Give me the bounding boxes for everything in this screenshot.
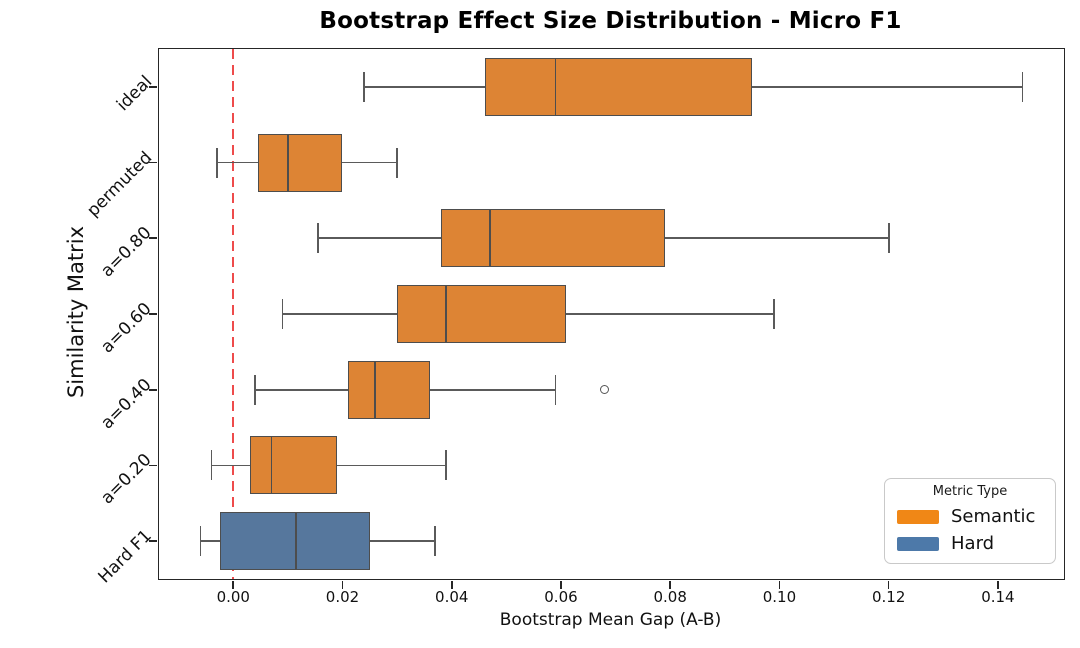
box-semantic: [257, 133, 343, 192]
box-semantic: [397, 285, 567, 343]
x-tick-mark: [560, 580, 562, 589]
whisker-cap-high: [773, 299, 775, 329]
y-tick-mark: [149, 464, 158, 467]
y-tick-label: a=0.60: [97, 298, 157, 358]
whisker-cap-high: [887, 223, 890, 254]
y-tick-mark: [149, 86, 158, 88]
x-tick-mark: [778, 580, 781, 589]
box-semantic: [484, 57, 753, 116]
median-line: [374, 360, 377, 419]
box-semantic: [249, 436, 338, 495]
whisker-cap-high: [396, 147, 399, 178]
whisker-cap-low: [363, 71, 366, 102]
x-tick-label: 0.04: [435, 588, 469, 606]
x-tick-mark: [232, 580, 235, 589]
box-semantic: [440, 209, 665, 268]
whisker-cap-low: [281, 299, 284, 329]
whisker-cap-high: [554, 374, 557, 405]
legend-title: Metric Type: [932, 484, 1008, 499]
y-tick-label: a=0.20: [97, 450, 157, 509]
x-tick-label: 0.10: [762, 588, 797, 606]
median-line: [554, 57, 557, 116]
legend: Metric Type Semantic Hard: [884, 478, 1056, 564]
y-tick-mark: [149, 161, 158, 164]
median-line: [445, 285, 448, 343]
x-axis-label: Bootstrap Mean Gap (A-B): [499, 610, 722, 630]
median-line: [489, 209, 491, 268]
y-tick-mark: [149, 237, 158, 240]
whisker-cap-high: [1021, 71, 1024, 102]
whisker-cap-high: [434, 526, 437, 557]
outlier-point: [600, 385, 610, 395]
zero-reference-line: [232, 49, 235, 579]
x-tick-mark: [341, 580, 344, 589]
x-tick-label: 0.08: [653, 588, 687, 606]
median-line: [286, 133, 289, 192]
legend-label-hard: Hard: [951, 533, 995, 554]
median-line: [295, 512, 298, 571]
x-tick-label: 0.14: [981, 588, 1015, 606]
y-tick-label: a=0.40: [97, 374, 157, 433]
plot-area: Metric Type Semantic Hard 0.00 0.02 0.04 0.…: [83, 48, 1065, 606]
legend-label-semantic: Semantic: [951, 506, 1036, 527]
y-tick-mark: [149, 313, 158, 315]
chart-title: Bootstrap Effect Size Distribution - Mic…: [319, 8, 902, 34]
legend-swatch-semantic: [897, 509, 939, 524]
box-semantic: [347, 360, 430, 419]
whisker-cap-low: [215, 147, 218, 178]
x-tick-label: 0.00: [216, 588, 250, 606]
y-tick-label: a=0.80: [97, 223, 157, 282]
legend-entry-semantic: Semantic: [885, 503, 1055, 530]
y-tick-label: permuted: [83, 147, 157, 221]
y-tick-mark: [149, 388, 158, 391]
x-tick-label: 0.02: [325, 588, 360, 606]
median-line: [270, 436, 273, 495]
whisker-cap-low: [254, 374, 257, 405]
x-tick-mark: [669, 580, 671, 589]
x-tick-mark: [887, 580, 890, 589]
y-tick-mark: [149, 540, 158, 542]
legend-swatch-hard: [897, 536, 939, 551]
whisker-cap-low: [199, 526, 202, 557]
whisker-cap-high: [445, 450, 448, 481]
whisker-cap-low: [317, 223, 319, 254]
x-tick-label: 0.12: [871, 588, 906, 606]
y-tick-label: ideal: [112, 71, 157, 115]
box-hard: [219, 512, 370, 571]
y-tick-label: Hard F1: [94, 526, 157, 588]
x-tick-mark: [450, 580, 453, 589]
x-tick-mark: [997, 580, 999, 589]
legend-entry-hard: Hard: [885, 530, 1055, 557]
whisker-cap-low: [210, 450, 213, 481]
x-tick-label: 0.06: [544, 588, 578, 606]
